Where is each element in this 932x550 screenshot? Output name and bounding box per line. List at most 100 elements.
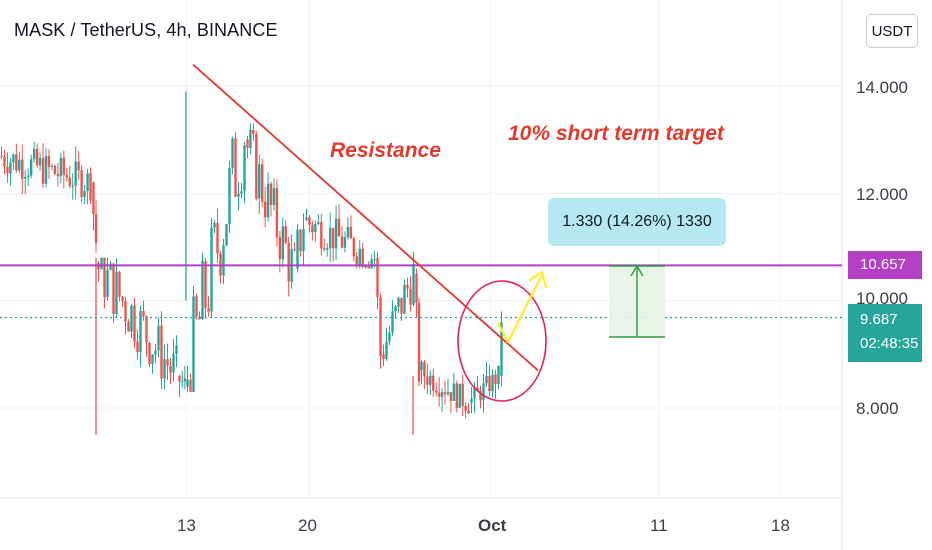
candle-body <box>275 188 279 238</box>
candle-body <box>175 345 178 354</box>
candle-body <box>403 284 406 314</box>
candle-body <box>29 159 33 176</box>
candle-body <box>426 376 429 385</box>
candle-body <box>178 375 181 382</box>
candle-body <box>470 398 473 403</box>
candle-body <box>216 223 219 254</box>
candle-body <box>89 173 92 201</box>
candle-body <box>246 139 249 149</box>
candle-body <box>320 221 323 249</box>
candle-body <box>302 229 305 252</box>
measure-label: 1.330 (14.26%) 1330 <box>548 198 726 246</box>
candle-body <box>361 248 364 267</box>
candle-body <box>62 157 66 175</box>
candle-body <box>326 248 329 250</box>
candle-body <box>464 406 467 411</box>
candle-body <box>358 248 361 266</box>
candle-body <box>497 365 500 385</box>
candle-body <box>281 226 284 260</box>
resistance-trendline[interactable] <box>192 63 539 372</box>
candle-body <box>334 218 338 249</box>
candle-body <box>379 297 382 357</box>
candle-body <box>284 226 287 243</box>
candle-body <box>35 148 39 166</box>
breakout-circle[interactable] <box>457 280 547 402</box>
candle-body <box>136 341 139 353</box>
candle-body <box>183 378 187 382</box>
candle-body <box>311 224 314 233</box>
candle-body <box>400 297 403 314</box>
candle-body <box>47 155 51 167</box>
candle-body <box>331 227 335 249</box>
candle-body <box>240 191 243 194</box>
candle-body <box>201 260 204 320</box>
candle-body <box>435 390 438 393</box>
target-arrow[interactable] <box>496 270 548 344</box>
candle-body <box>234 138 237 197</box>
candle-body <box>189 379 192 392</box>
measure-arrow-head <box>630 264 644 277</box>
candle-body <box>278 237 282 260</box>
candle-body <box>210 227 213 312</box>
candle-body <box>130 305 133 332</box>
candle-body <box>446 392 450 395</box>
candle-body <box>115 271 118 315</box>
candle-body <box>41 158 45 184</box>
candle-body <box>163 359 166 379</box>
candle-body <box>38 158 42 166</box>
target-label: 10% short term target <box>508 122 725 145</box>
resistance-label: Resistance <box>330 139 441 162</box>
candle-body <box>423 361 426 377</box>
candle-body <box>476 387 479 391</box>
candle-body <box>237 193 240 197</box>
candle-body <box>432 375 435 391</box>
y-tick-10: 10.000 <box>856 289 908 308</box>
candle-body <box>231 138 234 168</box>
candle-body <box>337 218 341 237</box>
candle-body <box>148 342 151 365</box>
currency-button[interactable]: USDT <box>866 14 918 48</box>
candle-body <box>133 305 136 342</box>
candle-body <box>77 161 80 171</box>
candle-body <box>305 217 308 221</box>
candle-body <box>391 311 394 333</box>
last-price-tag: 9.687 02:48:35 <box>848 304 922 362</box>
candle-body <box>473 387 476 399</box>
candle-body <box>429 375 432 385</box>
target-arrow-head <box>528 270 548 289</box>
candle-body <box>420 361 423 371</box>
candle-body <box>213 223 216 228</box>
candle-body <box>112 263 115 315</box>
candle-body <box>308 217 311 225</box>
candle-body <box>186 379 189 387</box>
candle-body <box>103 257 106 298</box>
price-range-measure[interactable] <box>609 264 665 338</box>
candle-body <box>385 341 388 359</box>
candle-body <box>299 229 302 252</box>
x-tick-20: 20 <box>298 516 317 535</box>
candle-body <box>417 302 421 382</box>
candle-body <box>198 316 201 320</box>
candle-body <box>65 174 68 178</box>
candle-body <box>100 257 103 270</box>
candle-body <box>207 308 210 312</box>
candle-body <box>83 191 86 197</box>
candle-body <box>50 165 54 167</box>
candle-body <box>458 383 461 408</box>
candle-body <box>142 310 145 317</box>
x-tick-oct: Oct <box>478 516 507 535</box>
x-tick-13: 13 <box>177 516 196 535</box>
candle-body <box>500 322 503 376</box>
candle-body <box>145 316 148 343</box>
candle-body <box>479 390 482 401</box>
candle-body <box>166 359 169 366</box>
candle-body <box>367 266 370 269</box>
candle-body <box>349 226 353 239</box>
y-tick-14: 14.000 <box>856 78 908 97</box>
candle-body <box>485 375 488 384</box>
candle-body <box>317 221 320 224</box>
candle-body <box>272 188 276 206</box>
candle-body <box>228 167 231 225</box>
candle-body <box>415 273 418 303</box>
